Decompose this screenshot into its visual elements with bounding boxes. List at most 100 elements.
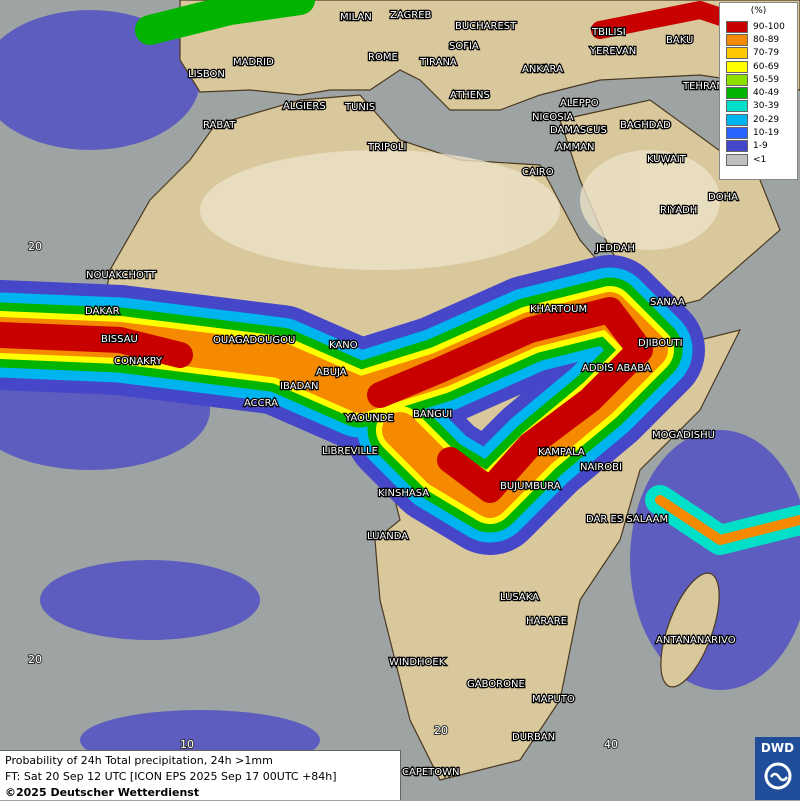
legend-swatch xyxy=(726,100,748,113)
legend-swatch xyxy=(726,113,748,126)
city-label: BISSAU xyxy=(101,334,138,345)
city-label: ANKARA xyxy=(522,64,563,75)
city-label: BAKU xyxy=(666,35,693,46)
city-label: ANTANANARIVO xyxy=(656,635,736,646)
city-label: DURBAN xyxy=(512,732,555,743)
city-label: ROME xyxy=(368,52,398,63)
legend-swatch xyxy=(726,73,748,86)
legend-item: 10-19 xyxy=(720,126,797,140)
city-label: DAR ES SALAAM xyxy=(586,514,668,525)
legend: (%) 90-100 80-89 70-79 60-69 50-59 40-49 30-39… xyxy=(719,2,798,180)
city-label: JEDDAH xyxy=(595,243,635,254)
city-label: MAPUTO xyxy=(532,694,575,705)
desert xyxy=(200,150,720,270)
legend-swatch xyxy=(726,47,748,60)
city-label: CONAKRY xyxy=(114,356,163,367)
coordinate-label: 10 xyxy=(180,738,194,751)
legend-label: 90-100 xyxy=(753,21,785,32)
city-label: SOFIA xyxy=(449,41,479,52)
legend-swatch xyxy=(726,20,748,33)
city-label: KINSHASA xyxy=(378,488,429,499)
city-label: IBADAN xyxy=(280,381,319,392)
city-label: TEHRAN xyxy=(682,81,724,92)
legend-label: 50-59 xyxy=(753,74,780,85)
legend-swatch xyxy=(726,87,748,100)
legend-item: 70-79 xyxy=(720,47,797,60)
city-label: DOHA xyxy=(708,192,738,203)
city-label: AMMAN xyxy=(556,142,594,153)
city-label: DAMASCUS xyxy=(550,125,607,136)
legend-swatch xyxy=(726,60,748,73)
caption-line: FT: Sat 20 Sep 12 UTC [ICON EPS 2025 Sep… xyxy=(5,770,337,783)
city-label: TUNIS xyxy=(344,102,375,113)
caption-line: ©2025 Deutscher Wetterdienst xyxy=(5,786,200,799)
legend-item: 1-9 xyxy=(720,140,797,153)
legend-item: <1 xyxy=(720,153,797,166)
logo: DWD xyxy=(755,737,800,800)
coordinate-label: 20 xyxy=(28,653,42,666)
city-label: DJIBOUTI xyxy=(638,338,683,349)
legend-item: 50-59 xyxy=(720,73,797,86)
legend-label: 1-9 xyxy=(753,141,768,152)
city-label: TRIPOLI xyxy=(367,142,406,153)
legend-swatch xyxy=(726,140,748,153)
coordinate-label: 20 xyxy=(434,724,448,737)
legend-label: 70-79 xyxy=(753,48,780,59)
city-label: BAGHDAD xyxy=(620,120,671,131)
caption: Probability of 24h Total precipitation, … xyxy=(0,750,401,800)
city-label: NICOSIA xyxy=(532,112,574,123)
city-label: NOUAKCHOTT xyxy=(86,270,157,281)
legend-title: (%) xyxy=(750,6,767,16)
legend-label: <1 xyxy=(753,154,767,165)
city-label: ACCRA xyxy=(244,398,278,409)
city-label: RIYADH xyxy=(660,205,697,216)
city-label: NAIROBI xyxy=(580,462,622,473)
city-label: CAPETOWN xyxy=(402,767,460,778)
legend-label: 80-89 xyxy=(753,34,780,45)
city-label: BUCHAREST xyxy=(455,21,517,32)
city-label: ATHENS xyxy=(450,90,490,101)
city-label: ABUJA xyxy=(316,367,347,378)
city-label: YEREVAN xyxy=(589,46,636,57)
city-label: HARARE xyxy=(526,616,567,627)
caption-line: Probability of 24h Total precipitation, … xyxy=(5,754,273,767)
city-label: ADDIS ABABA xyxy=(582,363,651,374)
city-label: RABAT xyxy=(203,120,236,131)
legend-label: 10-19 xyxy=(753,128,780,139)
legend-item: 80-89 xyxy=(720,33,797,46)
city-label: TIRANA xyxy=(419,57,457,68)
city-label: ZAGREB xyxy=(390,10,432,21)
city-label: BUJUMBURA xyxy=(500,481,561,492)
city-label: MILAN xyxy=(340,12,372,23)
city-label: LUSAKA xyxy=(500,592,539,603)
city-label: TBILISI xyxy=(591,27,626,38)
city-label: KHARTOUM xyxy=(530,304,587,315)
city-label: LISBON xyxy=(188,69,225,80)
coordinate-label: 20 xyxy=(28,240,42,253)
legend-items: 90-100 80-89 70-79 60-69 50-59 40-49 30-39 20-2… xyxy=(720,20,797,166)
city-label: CAIRO xyxy=(522,167,554,178)
city-label: OUAGADOUGOU xyxy=(213,335,295,346)
legend-label: 60-69 xyxy=(753,61,780,72)
city-label: ALGIERS xyxy=(283,101,326,112)
legend-swatch xyxy=(726,153,748,166)
city-label: DAKAR xyxy=(85,306,120,317)
city-label: ALEPPO xyxy=(560,98,599,109)
legend-item: 60-69 xyxy=(720,60,797,73)
city-label: MOGADISHU xyxy=(652,430,715,441)
legend-swatch xyxy=(726,127,748,140)
city-label: KUWAIT xyxy=(647,154,687,165)
city-label: KANO xyxy=(329,340,358,351)
city-label: WINDHOEK xyxy=(389,657,446,668)
city-label: MADRID xyxy=(233,57,274,68)
city-label: GABORONE xyxy=(467,679,525,690)
legend-label: 20-29 xyxy=(753,114,780,125)
logo-icon xyxy=(764,762,791,790)
legend-swatch xyxy=(726,33,748,46)
coordinate-label: 40 xyxy=(604,738,618,751)
legend-item: 20-29 xyxy=(720,113,797,126)
legend-item: 40-49 xyxy=(720,86,797,100)
labels: MILAN ZAGREB BUCHAREST LISBON MADRID ROME SOFI… xyxy=(27,9,739,780)
